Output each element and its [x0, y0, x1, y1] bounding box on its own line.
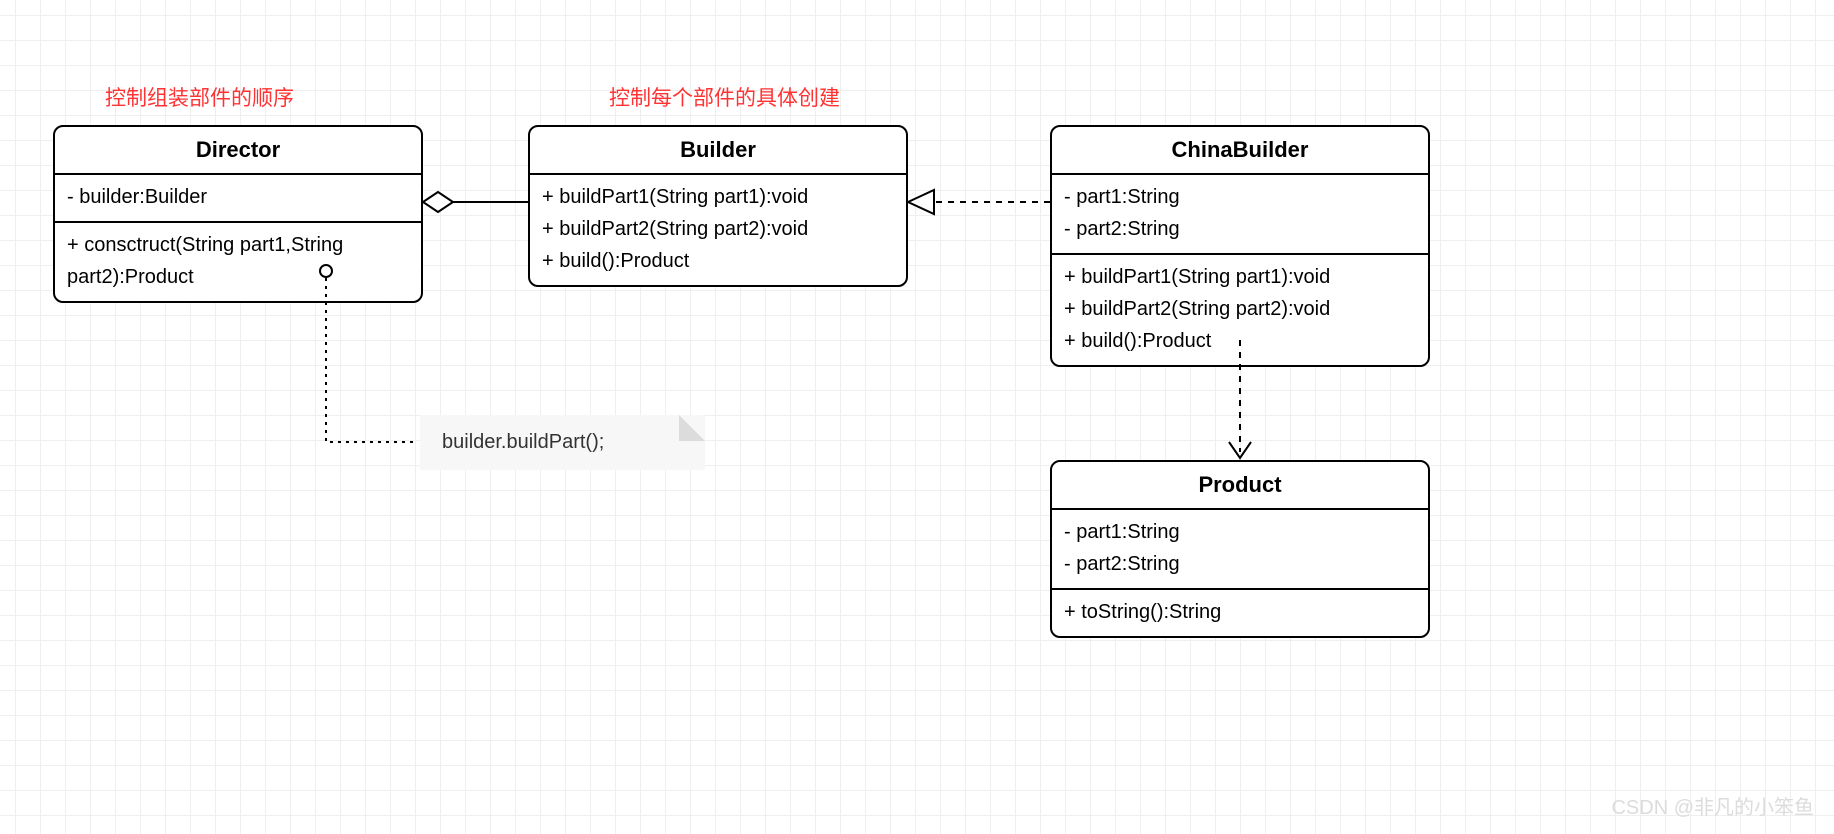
op-row: + consctruct(String part1,String part2):…: [67, 229, 409, 293]
class-attributes: - part1:String - part2:String: [1052, 510, 1428, 588]
attr-row: - part1:String: [1064, 516, 1416, 548]
class-operations: + toString():String: [1052, 588, 1428, 636]
attr-row: - part1:String: [1064, 181, 1416, 213]
class-attributes: - builder:Builder: [55, 175, 421, 221]
op-row: + build():Product: [542, 245, 894, 277]
class-title: Builder: [530, 127, 906, 175]
op-row: + build():Product: [1064, 325, 1416, 357]
attr-row: - part2:String: [1064, 548, 1416, 580]
class-title: ChinaBuilder: [1052, 127, 1428, 175]
uml-note: builder.buildPart();: [420, 415, 705, 470]
class-attributes: - part1:String - part2:String: [1052, 175, 1428, 253]
attr-row: - builder:Builder: [67, 181, 409, 213]
op-row: + buildPart2(String part2):void: [1064, 293, 1416, 325]
attr-row: - part2:String: [1064, 213, 1416, 245]
annotation-director: 控制组装部件的顺序: [105, 82, 294, 112]
class-product: Product - part1:String - part2:String + …: [1050, 460, 1430, 638]
class-builder: Builder + buildPart1(String part1):void …: [528, 125, 908, 287]
class-operations: + consctruct(String part1,String part2):…: [55, 221, 421, 301]
watermark: CSDN @非凡的小笨鱼: [1611, 791, 1814, 820]
note-fold-icon: [679, 415, 705, 441]
annotation-builder: 控制每个部件的具体创建: [609, 82, 840, 112]
class-title: Director: [55, 127, 421, 175]
op-row: + buildPart1(String part1):void: [1064, 261, 1416, 293]
class-operations: + buildPart1(String part1):void + buildP…: [530, 175, 906, 285]
op-row: + buildPart1(String part1):void: [542, 181, 894, 213]
class-title: Product: [1052, 462, 1428, 510]
class-chinabuilder: ChinaBuilder - part1:String - part2:Stri…: [1050, 125, 1430, 367]
op-row: + buildPart2(String part2):void: [542, 213, 894, 245]
class-director: Director - builder:Builder + consctruct(…: [53, 125, 423, 303]
class-operations: + buildPart1(String part1):void + buildP…: [1052, 253, 1428, 365]
note-text: builder.buildPart();: [442, 431, 604, 453]
op-row: + toString():String: [1064, 596, 1416, 628]
